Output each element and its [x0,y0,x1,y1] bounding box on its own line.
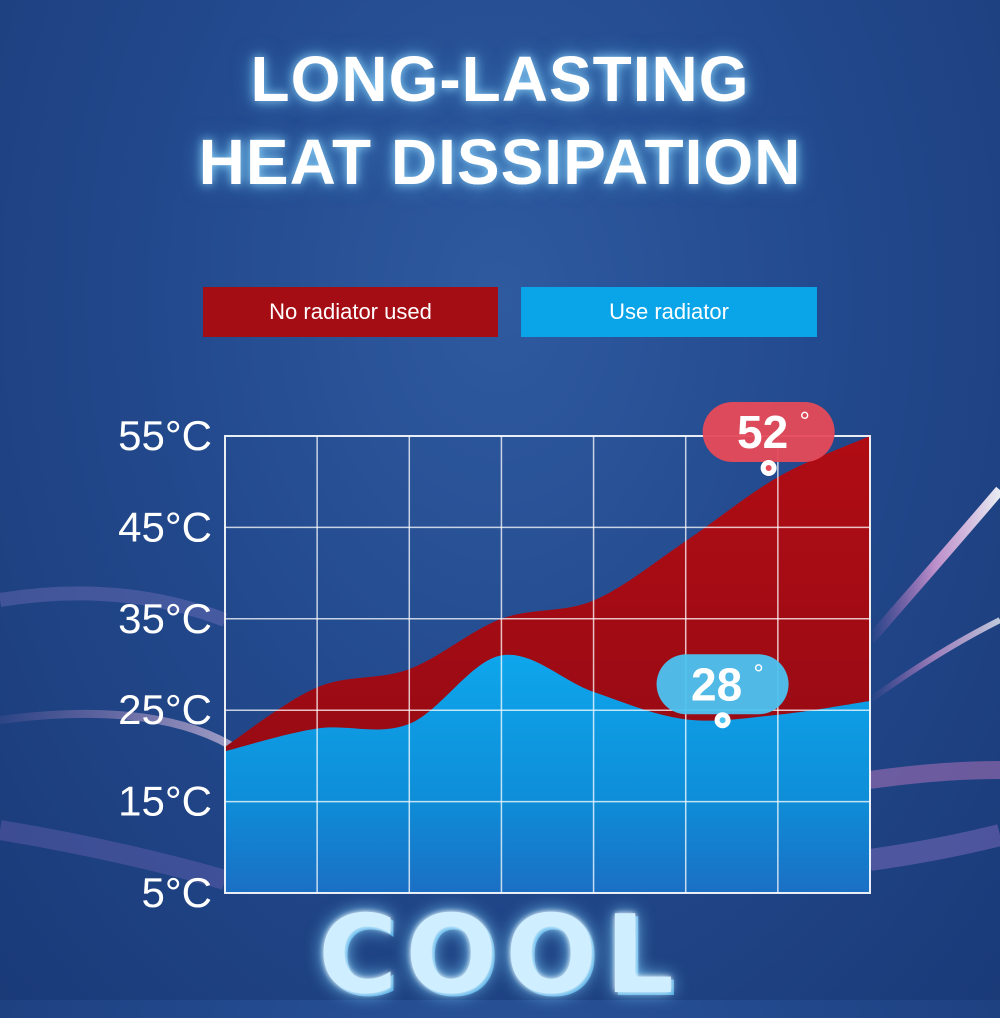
annotation-point-center [719,717,726,724]
annotation-badge [702,401,835,462]
legend-use-radiator: Use radiator [521,287,817,337]
y-tick-label: 5°C [142,869,213,916]
annotation-degree: ° [799,406,809,436]
y-tick-label: 25°C [118,686,212,733]
y-tick-label: 35°C [118,595,212,642]
annotation-badge [656,654,789,715]
area-use-radiator [225,654,870,893]
title-line-1: LONG-LASTING [250,43,750,115]
annotation-degree: ° [753,658,763,688]
y-tick-label: 45°C [118,503,212,550]
annotation-value: 52 [737,406,788,458]
plot-frame [224,435,871,894]
y-tick-label: 15°C [118,778,212,825]
cool-label: COOL [318,893,682,1018]
y-tick-label: 55°C [118,412,212,459]
legend-no-radiator: No radiator used [203,287,498,337]
title-line-2: HEAT DISSIPATION [198,126,802,198]
annotation-value: 28 [691,658,742,710]
annotation-point-center [765,464,772,471]
